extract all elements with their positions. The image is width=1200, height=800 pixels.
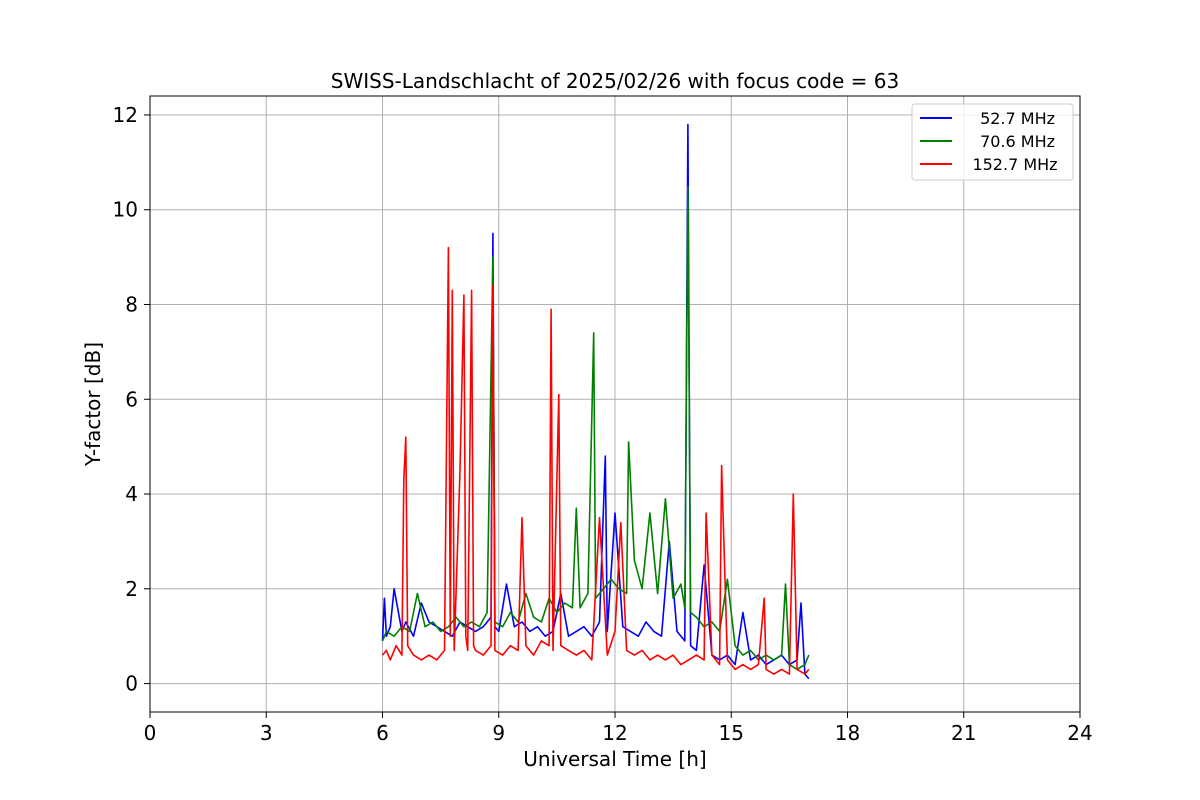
y-tick-label: 12 xyxy=(113,103,138,127)
chart-title: SWISS-Landschlacht of 2025/02/26 with fo… xyxy=(331,69,899,93)
y-tick-label: 8 xyxy=(125,292,138,316)
x-axis-label: Universal Time [h] xyxy=(523,747,706,771)
y-tick-label: 2 xyxy=(125,577,138,601)
series-line-2 xyxy=(381,185,810,671)
series-line-3 xyxy=(381,246,810,675)
x-tick-label: 21 xyxy=(951,721,976,745)
y-tick-label: 4 xyxy=(125,482,138,506)
x-tick-label: 18 xyxy=(835,721,860,745)
y-axis-label: Y-factor [dB] xyxy=(81,342,105,467)
legend-entry-label: 52.7 MHz xyxy=(975,109,1055,128)
x-tick-label: 0 xyxy=(144,721,157,745)
y-tick-label: 6 xyxy=(125,387,138,411)
legend-box xyxy=(911,103,1074,181)
series-layer xyxy=(381,123,810,680)
x-tick-label: 3 xyxy=(260,721,273,745)
y-tick-label: 10 xyxy=(113,198,138,222)
y-tick-label: 0 xyxy=(125,672,138,696)
legend-entry-label: 152.7 MHz xyxy=(972,155,1057,174)
x-tick-label: 24 xyxy=(1067,721,1092,745)
x-tick-label: 12 xyxy=(602,721,627,745)
x-tick-label: 9 xyxy=(492,721,505,745)
x-tick-label: 15 xyxy=(719,721,744,745)
legend: 52.7 MHz 70.6 MHz 152.7 MHz xyxy=(911,103,1074,181)
x-tick-label: 6 xyxy=(376,721,389,745)
legend-entry-label: 70.6 MHz xyxy=(975,132,1055,151)
grid-layer xyxy=(149,96,1081,712)
